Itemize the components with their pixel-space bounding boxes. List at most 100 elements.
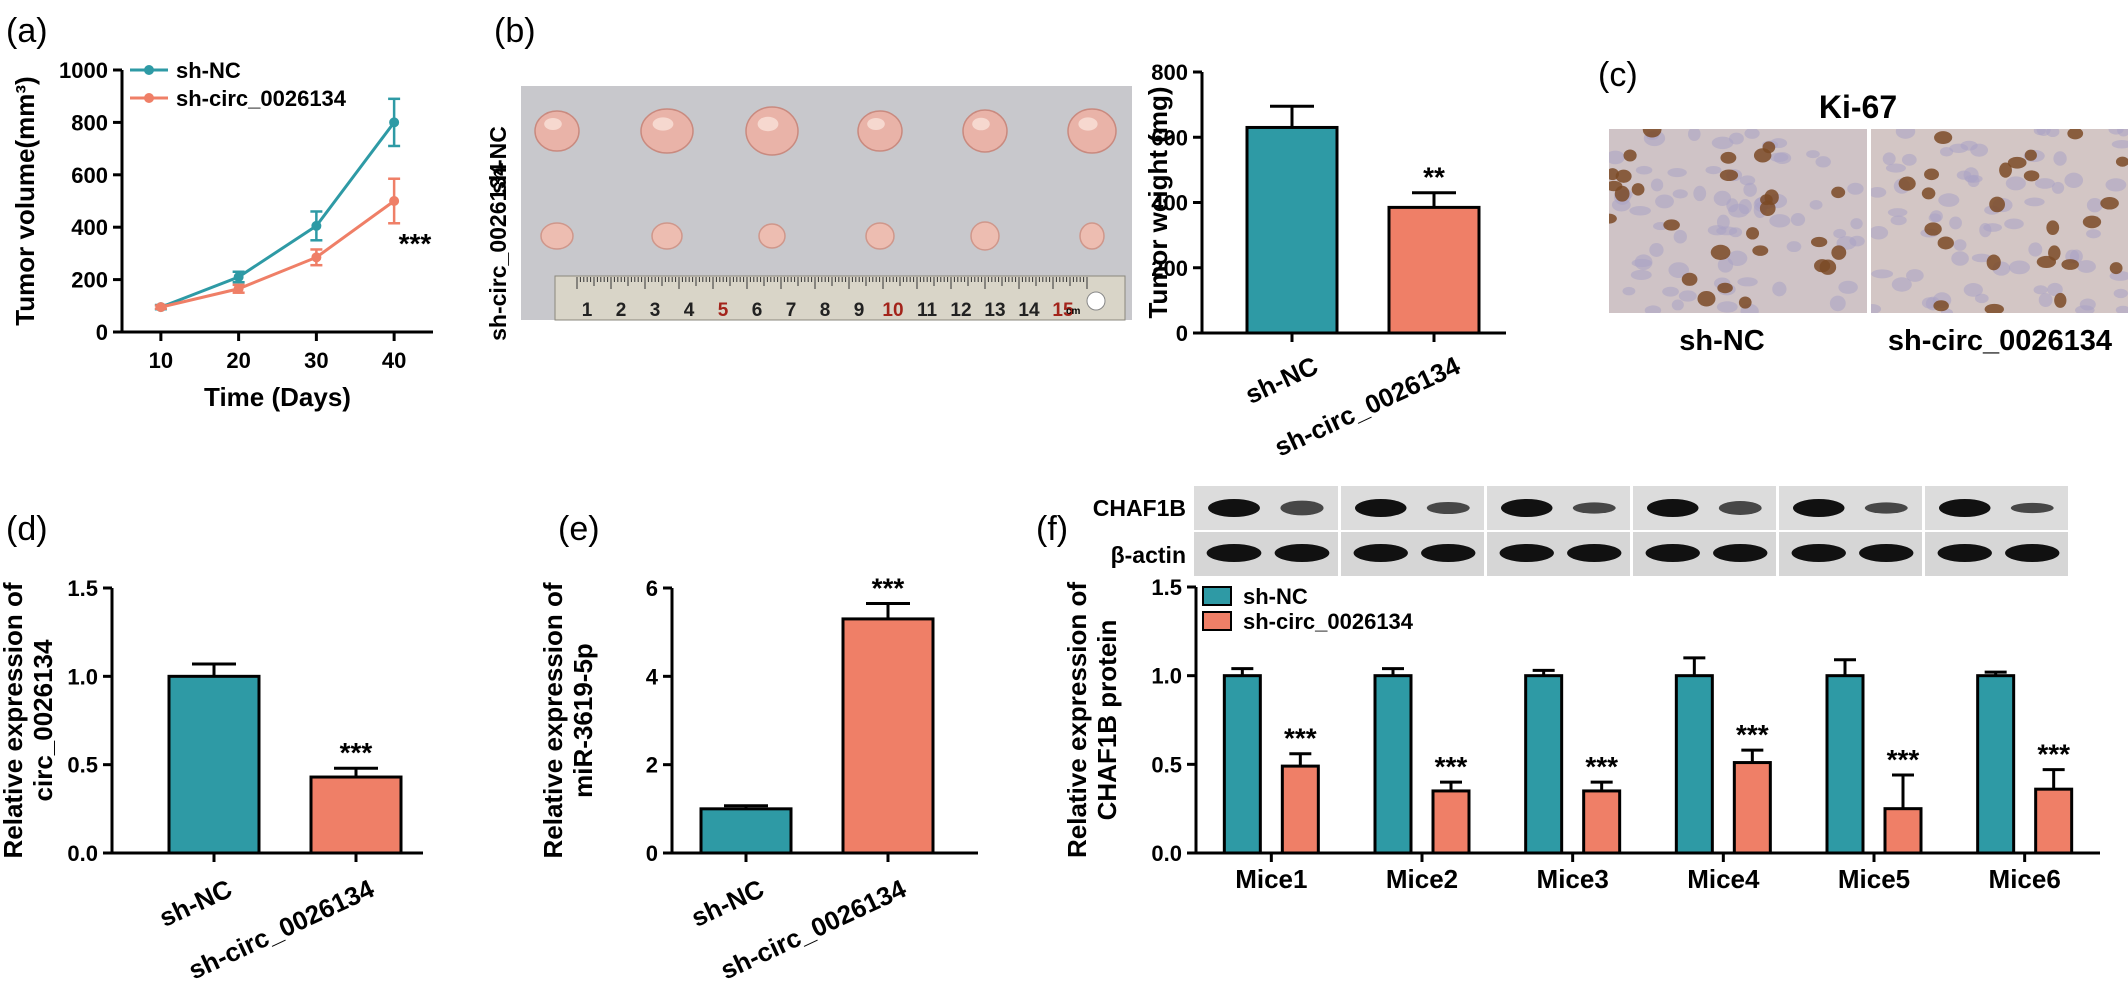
ruler bbox=[554, 275, 1126, 321]
cell-nucleus bbox=[2005, 176, 2026, 191]
y-tick-label: 800 bbox=[1151, 60, 1188, 85]
ruler-number: 9 bbox=[854, 300, 865, 321]
ki67-positive-nucleus bbox=[1720, 151, 1737, 164]
x-tick-label: 30 bbox=[304, 348, 328, 373]
ki67-positive-nucleus bbox=[1697, 290, 1716, 307]
cell-nucleus bbox=[1949, 216, 1962, 230]
cell-nucleus bbox=[1650, 178, 1664, 192]
tumor bbox=[540, 222, 574, 250]
ruler-number: 3 bbox=[650, 300, 661, 321]
blot-band bbox=[1426, 501, 1470, 515]
ki67-positive-nucleus bbox=[1609, 180, 1623, 192]
ruler-number: 1 bbox=[582, 300, 593, 321]
x-tick-label: 10 bbox=[149, 348, 173, 373]
bar bbox=[1280, 764, 1320, 855]
ruler-number: 14 bbox=[1018, 300, 1040, 321]
category-label: Mice6 bbox=[1989, 864, 2061, 894]
ihc-title: Ki-67 bbox=[1819, 89, 1897, 125]
ruler-number: 7 bbox=[786, 300, 797, 321]
ki67-positive-nucleus bbox=[1631, 183, 1645, 196]
cell-nucleus bbox=[1673, 229, 1687, 244]
cell-nucleus bbox=[1737, 277, 1758, 287]
significance-label: *** bbox=[872, 572, 905, 603]
ki67-positive-nucleus bbox=[1609, 213, 1617, 224]
y-tick-label: 1.5 bbox=[67, 576, 98, 601]
blot-label-beta-actin: β-actin bbox=[1111, 542, 1186, 568]
ki67-positive-nucleus bbox=[2023, 170, 2040, 182]
ruler-number: 13 bbox=[984, 300, 1005, 321]
cell-nucleus bbox=[1716, 226, 1738, 236]
ki67-positive-nucleus bbox=[1759, 200, 1776, 216]
panel-label-e: (e) bbox=[558, 510, 600, 548]
y-tick-label: 800 bbox=[71, 110, 108, 135]
tumor bbox=[1079, 222, 1105, 250]
ruler-number: 2 bbox=[616, 300, 627, 321]
cell-nucleus bbox=[1716, 301, 1738, 313]
cell-nucleus bbox=[2077, 260, 2096, 273]
bar bbox=[1524, 674, 1564, 855]
category-label: sh-NC bbox=[686, 873, 768, 933]
cell-nucleus bbox=[1609, 150, 1625, 165]
bar bbox=[841, 617, 935, 855]
cell-nucleus bbox=[1928, 213, 1942, 223]
ki67-positive-nucleus bbox=[1937, 236, 1954, 250]
blot-band bbox=[1353, 544, 1408, 562]
y-axis-label: CHAF1B protein bbox=[1092, 620, 1122, 821]
y-tick-label: 0.5 bbox=[67, 753, 98, 778]
cell-nucleus bbox=[1786, 241, 1802, 253]
tumor bbox=[745, 106, 799, 156]
significance-label: *** bbox=[340, 737, 373, 768]
western-blot: CHAF1B β-actin bbox=[1093, 486, 2068, 576]
tumor-highlight bbox=[544, 118, 562, 130]
data-point bbox=[233, 271, 244, 282]
cell-nucleus bbox=[2008, 260, 2031, 275]
tumor bbox=[758, 223, 786, 249]
x-axis-label: Time (Days) bbox=[204, 382, 351, 412]
y-axis-label: circ_0026134 bbox=[28, 639, 58, 801]
ihc-cells-sh-nc bbox=[1609, 129, 1865, 313]
tumor-highlight bbox=[757, 116, 779, 132]
cell-nucleus bbox=[1953, 239, 1967, 251]
tumor-highlight bbox=[652, 117, 674, 131]
data-point bbox=[311, 220, 322, 231]
cell-nucleus bbox=[1678, 290, 1697, 302]
ruler-number: 4 bbox=[684, 300, 695, 321]
ki67-positive-nucleus bbox=[2100, 196, 2119, 210]
ki67-positive-nucleus bbox=[2061, 259, 2079, 270]
tumor-highlight bbox=[1078, 117, 1098, 131]
legend-marker bbox=[144, 65, 154, 75]
y-tick-label: 1.5 bbox=[1151, 575, 1182, 600]
cell-nucleus bbox=[1906, 269, 1924, 282]
ki67-positive-nucleus bbox=[1623, 149, 1637, 162]
category-label: Mice1 bbox=[1235, 864, 1307, 894]
bar bbox=[1387, 205, 1481, 335]
legend-label: sh-NC bbox=[176, 58, 241, 83]
ki67-positive-nucleus bbox=[1615, 169, 1632, 183]
x-tick-label: 40 bbox=[382, 348, 406, 373]
cell-nucleus bbox=[1974, 293, 1989, 304]
ki67-positive-nucleus bbox=[1752, 245, 1769, 256]
significance-label: *** bbox=[1736, 719, 1769, 750]
tumor-highlight bbox=[867, 118, 885, 130]
tumor bbox=[857, 110, 903, 152]
legend-label: sh-circ_0026134 bbox=[1243, 609, 1414, 634]
blot-band bbox=[1208, 499, 1260, 517]
cell-nucleus bbox=[1891, 277, 1912, 292]
ki67-positive-nucleus bbox=[1663, 219, 1680, 231]
ruler-number: 12 bbox=[950, 300, 971, 321]
cell-nucleus bbox=[1895, 129, 1916, 139]
y-tick-label: 1.0 bbox=[1151, 664, 1182, 689]
y-axis-label: Relative expression of bbox=[1062, 582, 1092, 858]
ki67-positive-nucleus bbox=[1746, 227, 1760, 240]
cell-nucleus bbox=[1882, 152, 1896, 166]
y-tick-label: 4 bbox=[646, 664, 659, 689]
cell-nucleus bbox=[1727, 250, 1748, 266]
cell-nucleus bbox=[1829, 295, 1846, 312]
cell-nucleus bbox=[1693, 185, 1707, 202]
tumor bbox=[962, 109, 1008, 153]
cell-nucleus bbox=[1649, 243, 1664, 257]
ihc-label-sh-circ: sh-circ_0026134 bbox=[1888, 325, 2112, 357]
ihc-cells-sh-circ bbox=[1871, 129, 2128, 313]
